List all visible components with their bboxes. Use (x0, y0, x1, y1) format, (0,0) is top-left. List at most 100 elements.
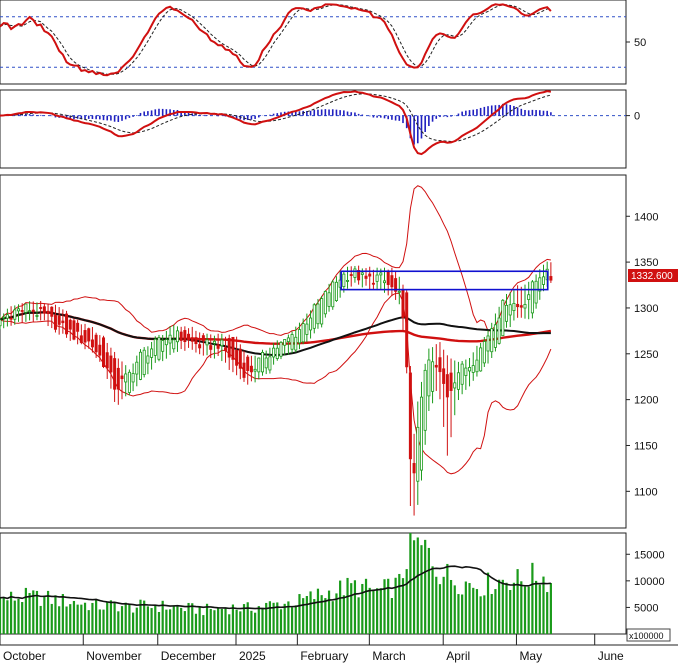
chart-frame (0, 0, 678, 646)
volume-bar (372, 589, 375, 634)
volume-bar (120, 606, 124, 634)
y-tick-label: 50 (634, 37, 646, 49)
volume-bar (9, 591, 13, 634)
macd-histogram-bar (350, 112, 353, 116)
volume-bar (298, 594, 301, 634)
macd-histogram-bar (235, 115, 238, 119)
volume-bar (520, 581, 523, 634)
volume-bar (21, 602, 24, 634)
candle-body (475, 359, 479, 373)
candle-body (246, 356, 250, 371)
volume-unit: x100000 (626, 628, 671, 642)
candle-body (212, 340, 216, 344)
volume-bar (405, 569, 408, 634)
y-axis-ticks: 5001100115012001250130013501400050001000… (626, 37, 665, 641)
candle-body (224, 347, 228, 352)
macd-histogram-bar (346, 111, 349, 116)
candle-body (534, 280, 538, 304)
candle-body (190, 337, 194, 342)
panel-border-price (0, 174, 627, 529)
volume-bar (361, 583, 364, 634)
candle-body (216, 344, 220, 349)
candle-body (94, 334, 98, 353)
macd-histogram-bar (328, 109, 330, 116)
candle-body (268, 356, 272, 371)
volume-bar (6, 600, 9, 634)
volume-bar (376, 588, 379, 634)
macd-histogram-bar (161, 108, 164, 116)
volume-bar (198, 607, 201, 634)
candle-body (79, 335, 83, 343)
volume-bar (187, 602, 190, 634)
candle-body (301, 323, 305, 343)
volume-bar (72, 600, 76, 634)
volume-bar (80, 604, 83, 634)
candle-body (68, 319, 72, 330)
macd-histogram-bar (272, 113, 275, 116)
macd-histogram-bar (187, 112, 190, 116)
candle-body (5, 314, 9, 319)
candle-body (442, 368, 446, 384)
x-axis-months: October November December 2025 February March… (0, 634, 624, 663)
candle-body (238, 348, 242, 369)
macd-histogram-bar (32, 114, 35, 116)
macd-histogram-bar (150, 110, 153, 116)
candle-body (35, 315, 39, 317)
volume-bar (224, 608, 227, 634)
volume-bar (50, 603, 53, 634)
volume-bar (109, 600, 113, 634)
macd-histogram-bar (461, 111, 463, 116)
candle-body (419, 396, 423, 471)
candle-body (346, 279, 350, 282)
candle-body (305, 323, 309, 335)
volume-bar (523, 586, 527, 634)
volume-bar (165, 609, 168, 634)
candle-body (175, 330, 179, 343)
macd-histogram-bar (165, 109, 168, 116)
macd-histogram-bar (457, 113, 460, 116)
macd-histogram-bar (409, 115, 412, 139)
price-panel (0, 185, 553, 516)
candle-body (9, 317, 13, 320)
macd-histogram-bar (468, 110, 471, 116)
macd-histogram-bar (502, 103, 504, 116)
volume-bar (2, 597, 5, 634)
volume-bar (150, 608, 153, 634)
macd-histogram-bar (217, 115, 219, 117)
candle-body (227, 338, 231, 358)
macd-histogram-bar (21, 114, 23, 116)
macd-histogram-bar (291, 111, 293, 116)
volume-bar (294, 605, 297, 634)
macd-histogram-bar (258, 115, 260, 118)
candle-body (290, 334, 294, 350)
candle-body (357, 270, 361, 281)
volume-bar (46, 590, 50, 634)
macd-histogram-bar (28, 114, 31, 116)
volume-bar (383, 579, 386, 634)
volume-bar (490, 593, 493, 634)
candle-body (405, 292, 409, 368)
volume-bar (61, 594, 64, 634)
volume-bar (183, 611, 186, 634)
macd-histogram-bar (376, 115, 378, 118)
volume-bar (501, 579, 504, 634)
volume-bar (168, 609, 172, 634)
macd-histogram-bar (435, 115, 438, 119)
macd-histogram-bar (431, 115, 434, 122)
candle-body (538, 277, 542, 292)
candle-body (412, 463, 416, 474)
macd-histogram-bar (476, 109, 478, 116)
macd-histogram-bar (361, 114, 364, 116)
macd-histogram-bar (524, 109, 526, 116)
volume-bar (58, 606, 61, 634)
volume-bar (461, 594, 464, 634)
macd-histogram-bar (520, 108, 523, 116)
candle-body (360, 272, 364, 275)
volume-bar (390, 598, 394, 634)
candle-body (334, 281, 338, 301)
y-tick-label: 1300 (634, 303, 658, 315)
candle-body (549, 276, 553, 281)
macd-histogram-bar (383, 115, 386, 119)
y-tick-label: 1400 (634, 211, 658, 223)
